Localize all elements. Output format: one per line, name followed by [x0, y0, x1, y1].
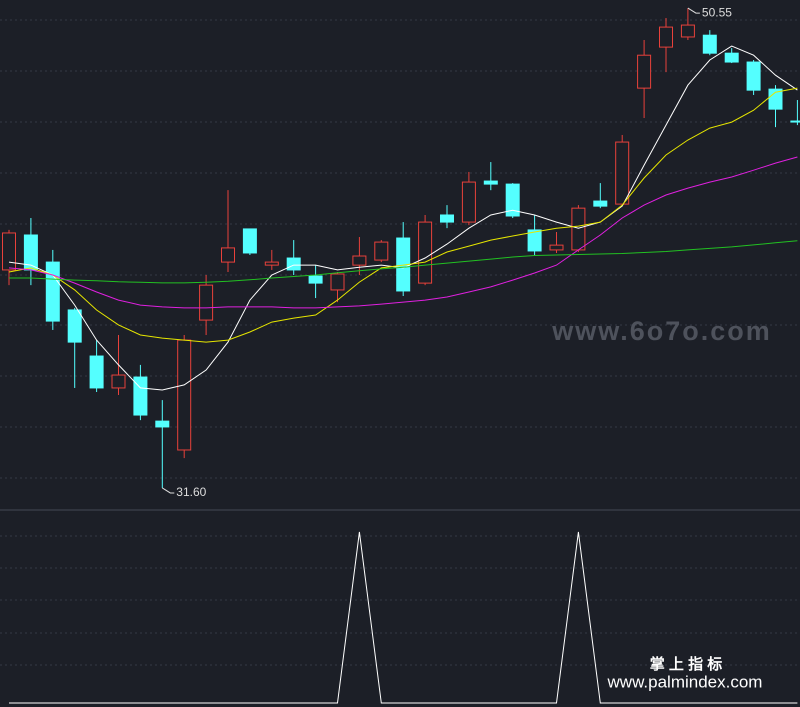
candle-body [746, 61, 761, 91]
candle-body [418, 221, 433, 284]
candle-body [155, 420, 170, 428]
candle-body [505, 183, 520, 217]
background-grid [0, 19, 800, 666]
candle-body [527, 229, 542, 252]
candle-body [133, 376, 148, 416]
candle-body [2, 232, 16, 271]
candle-body [286, 257, 301, 271]
candle-body [352, 255, 367, 266]
candle-body [67, 309, 82, 343]
candle-body [790, 120, 800, 123]
candle-body [221, 247, 235, 263]
candle-body [330, 273, 345, 291]
candle-body [483, 180, 498, 185]
line-series [8, 45, 798, 391]
line-series [9, 531, 798, 704]
candle-body [659, 26, 673, 48]
footer-url: www.palmindex.com [607, 672, 763, 691]
line-series [9, 240, 798, 284]
annotation-label: 50.55 [702, 5, 732, 19]
annotation-arrow [162, 487, 175, 494]
candle-body [199, 284, 214, 321]
candle-body [264, 261, 279, 266]
candle-body [461, 181, 476, 223]
candle-body [440, 214, 454, 223]
candle-body [45, 261, 60, 322]
candle-body [615, 141, 630, 205]
candle-body [177, 339, 192, 451]
watermark: www.6o7o.com [551, 316, 772, 346]
candle-body [637, 54, 652, 89]
footer-title: 掌 上 指 标 [650, 655, 723, 673]
line-series [8, 87, 798, 343]
candle-body [680, 24, 695, 38]
candle-body [549, 244, 564, 251]
candle-body [308, 275, 323, 284]
candle-body [374, 241, 389, 261]
annotation-label: 31.60 [176, 485, 206, 499]
candle-body [724, 52, 739, 63]
candle-body [702, 34, 717, 54]
candle-body [593, 200, 608, 207]
candle-body [242, 228, 257, 254]
plot-area: 50.55 31.60 [2, 5, 800, 704]
candle-body [89, 355, 104, 389]
candle-body [111, 374, 126, 389]
candle-body [571, 207, 586, 251]
annotation-arrow [687, 7, 700, 14]
candle-body [768, 88, 783, 110]
line-series [8, 156, 798, 309]
